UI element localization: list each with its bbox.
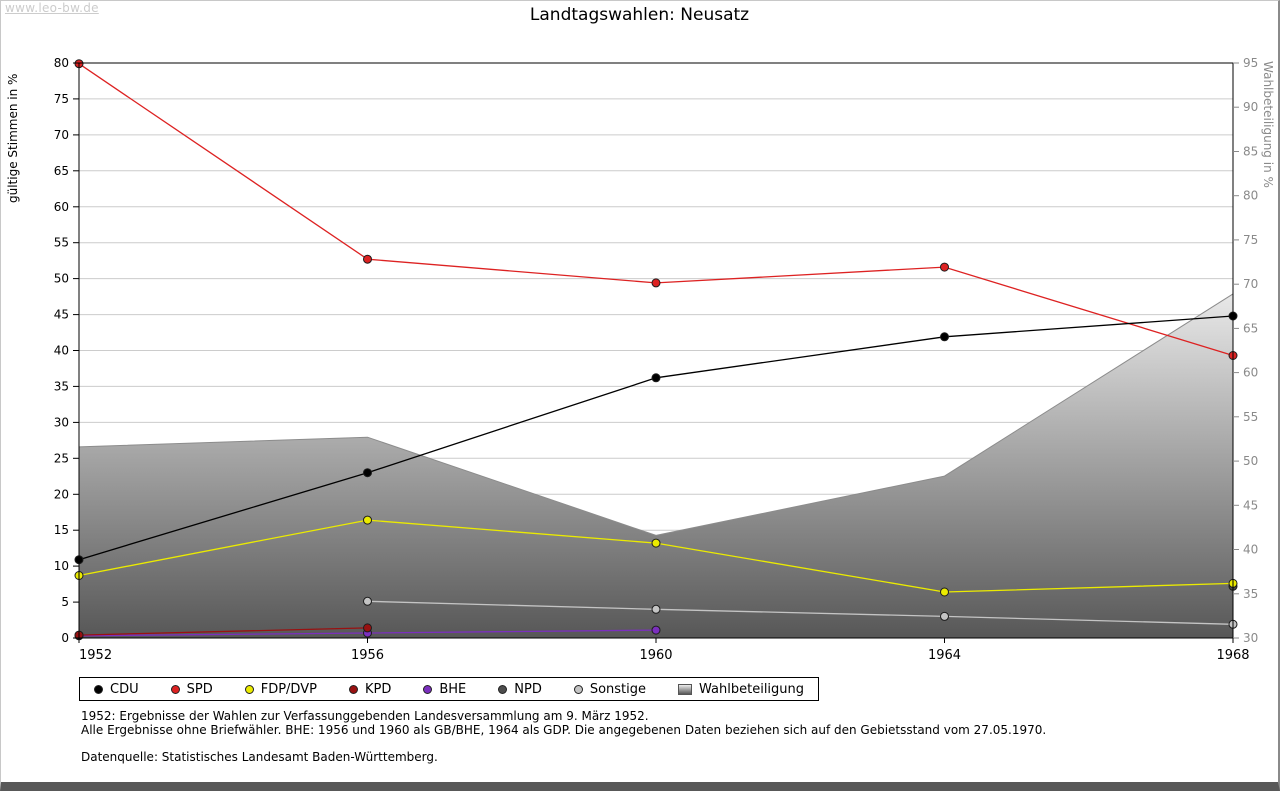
legend-label-bhe: BHE bbox=[439, 681, 467, 697]
data-point bbox=[363, 596, 372, 606]
chart-legend: CDU SPD FDP/DVP KPD BHE NPD Sonstige Wa bbox=[79, 677, 820, 701]
legend-label-sonstige: Sonstige bbox=[589, 681, 647, 697]
legend-label-wahlbeteiligung: Wahlbeteiligung bbox=[699, 681, 805, 697]
wahlbeteiligung-swatch-icon bbox=[678, 683, 693, 695]
svg-text:1964: 1964 bbox=[928, 648, 961, 663]
svg-text:45: 45 bbox=[54, 308, 69, 322]
data-point bbox=[940, 611, 949, 621]
svg-text:10: 10 bbox=[54, 559, 69, 573]
svg-text:40: 40 bbox=[54, 344, 69, 358]
legend-item-spd: SPD bbox=[170, 681, 213, 697]
gridlines bbox=[79, 98, 1233, 603]
x-axis: 1952 1956 1960 1964 1968 bbox=[78, 638, 1250, 663]
svg-text:20: 20 bbox=[54, 487, 69, 501]
legend-item-npd: NPD bbox=[498, 682, 542, 697]
legend-item-fdp-dvp: FDP/DVP bbox=[244, 681, 317, 697]
svg-text:90: 90 bbox=[1243, 100, 1258, 114]
legend-label-npd: NPD bbox=[514, 681, 542, 697]
leo-bw-watermark: www.leo-bw.de bbox=[5, 1, 99, 15]
svg-text:35: 35 bbox=[54, 379, 69, 393]
svg-text:50: 50 bbox=[54, 272, 69, 286]
legend-label-cdu: CDU bbox=[110, 681, 139, 697]
area-wahlbeteiligung bbox=[78, 292, 1234, 639]
data-point bbox=[363, 468, 372, 478]
data-point bbox=[363, 515, 372, 525]
cdu-marker-icon bbox=[94, 684, 103, 694]
svg-text:5: 5 bbox=[61, 595, 69, 609]
y-right-axis-title: Wahlbeteiligung in % bbox=[1261, 61, 1275, 188]
svg-text:35: 35 bbox=[1243, 587, 1258, 601]
y-left-axis-title: gültige Stimmen in % bbox=[6, 74, 20, 203]
data-point bbox=[940, 332, 949, 342]
chart-title: Landtagswahlen: Neusatz bbox=[529, 5, 750, 25]
svg-text:1968: 1968 bbox=[1216, 648, 1249, 663]
svg-text:65: 65 bbox=[1243, 321, 1258, 335]
legend-label-fdp-dvp: FDP/DVP bbox=[260, 681, 317, 697]
footnote-line2: Alle Ergebnisse ohne Briefwähler. BHE: 1… bbox=[81, 723, 1047, 738]
svg-text:30: 30 bbox=[1243, 631, 1258, 645]
y-right-axis: 30 35 40 45 50 55 60 65 70 75 80 85 90 95 bbox=[1233, 56, 1258, 645]
spd-marker-icon bbox=[170, 684, 180, 694]
svg-text:55: 55 bbox=[54, 236, 69, 250]
svg-text:1956: 1956 bbox=[351, 648, 384, 663]
series-spd bbox=[74, 59, 1238, 360]
series-sonstige bbox=[363, 596, 1238, 629]
data-point bbox=[651, 373, 661, 383]
svg-text:85: 85 bbox=[1243, 145, 1258, 159]
svg-text:30: 30 bbox=[54, 415, 69, 429]
svg-text:1960: 1960 bbox=[639, 648, 672, 663]
legend-label-kpd: KPD bbox=[364, 681, 392, 697]
data-point bbox=[940, 262, 949, 272]
data-point bbox=[651, 278, 661, 288]
data-point bbox=[651, 538, 661, 548]
data-point bbox=[363, 254, 372, 264]
footnote-line1: 1952: Ergebnisse der Wahlen zur Verfassu… bbox=[81, 709, 649, 723]
svg-text:70: 70 bbox=[1243, 277, 1258, 291]
legend-item-sonstige: Sonstige bbox=[573, 681, 647, 697]
svg-text:45: 45 bbox=[1243, 498, 1258, 512]
svg-text:80: 80 bbox=[1243, 189, 1258, 203]
data-point bbox=[651, 604, 661, 614]
svg-text:50: 50 bbox=[1243, 454, 1258, 468]
legend-item-bhe: BHE bbox=[423, 682, 466, 697]
legend-item-cdu: CDU bbox=[94, 682, 139, 697]
legend-item-wahlbeteiligung: Wahlbeteiligung bbox=[678, 682, 804, 697]
svg-text:95: 95 bbox=[1243, 56, 1258, 70]
footnotes: 1952: Ergebnisse der Wahlen zur Verfassu… bbox=[81, 709, 1046, 764]
svg-text:60: 60 bbox=[54, 200, 69, 214]
npd-marker-icon bbox=[498, 684, 508, 694]
svg-text:75: 75 bbox=[54, 92, 69, 106]
bhe-marker-icon bbox=[423, 684, 433, 694]
svg-text:60: 60 bbox=[1243, 366, 1258, 380]
svg-text:0: 0 bbox=[61, 631, 69, 645]
svg-text:25: 25 bbox=[54, 451, 69, 465]
y-left-axis: 0 5 10 15 20 25 30 35 40 45 50 55 60 65 70 75 80 bbox=[54, 56, 79, 645]
data-source: Datenquelle: Statistisches Landesamt Bad… bbox=[81, 749, 438, 764]
svg-text:65: 65 bbox=[54, 164, 69, 178]
svg-text:1952: 1952 bbox=[79, 648, 112, 663]
legend-item-kpd: KPD bbox=[348, 681, 392, 697]
svg-text:55: 55 bbox=[1243, 410, 1258, 424]
svg-text:70: 70 bbox=[54, 128, 69, 142]
svg-text:15: 15 bbox=[54, 523, 69, 537]
kpd-marker-icon bbox=[348, 684, 358, 694]
sonstige-marker-icon bbox=[573, 684, 583, 694]
svg-text:40: 40 bbox=[1243, 543, 1258, 557]
data-point bbox=[940, 587, 949, 597]
svg-text:75: 75 bbox=[1243, 233, 1258, 247]
fdp-dvp-marker-icon bbox=[244, 684, 254, 694]
svg-text:80: 80 bbox=[54, 56, 69, 70]
legend-label-spd: SPD bbox=[186, 681, 213, 697]
data-point bbox=[651, 625, 661, 635]
data-point bbox=[363, 623, 372, 633]
